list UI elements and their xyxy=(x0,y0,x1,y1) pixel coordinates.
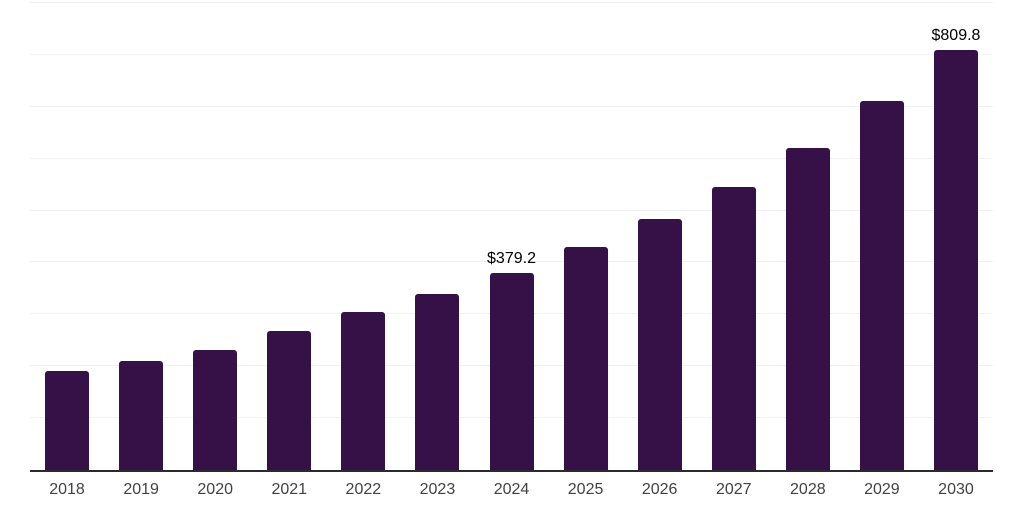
x-axis-label-2018: 2018 xyxy=(49,481,85,498)
bar-slot-2024: $379.2 xyxy=(474,3,548,470)
bar-slot-2018 xyxy=(30,3,104,470)
bar-slot-2023 xyxy=(400,3,474,470)
x-axis-label-2022: 2022 xyxy=(345,481,382,498)
bar-2020 xyxy=(193,349,238,470)
bar-2021 xyxy=(267,330,312,470)
x-axis-label-2027: 2027 xyxy=(715,481,752,498)
gridline-800 xyxy=(30,53,993,55)
bar-2025 xyxy=(563,247,608,470)
bar-slot-2021 xyxy=(252,3,326,470)
bar-2022 xyxy=(341,312,386,470)
bar-slot-2019 xyxy=(104,3,178,470)
bar-2018 xyxy=(45,371,90,470)
x-axis-label-2030: 2030 xyxy=(938,481,974,498)
x-axis-line xyxy=(30,470,993,472)
bar-2030 xyxy=(933,49,978,470)
bar-slot-2022 xyxy=(326,3,400,470)
bar-slot-2030: $809.8 xyxy=(919,3,993,470)
bar-2026 xyxy=(637,219,682,470)
x-axis-labels: 2018 2019 2020 2021 2022 2023 2024 2025 2026 2027… xyxy=(30,481,993,499)
x-axis-label-2019: 2019 xyxy=(123,481,159,498)
x-axis-label-2026: 2026 xyxy=(641,481,678,498)
gridline-900 xyxy=(30,2,993,3)
bar-2027 xyxy=(711,186,756,470)
x-axis-label-2029: 2029 xyxy=(864,481,900,498)
bars-row: $379.2 $809.8 xyxy=(30,3,993,470)
bar-2024 xyxy=(489,273,534,470)
bar-2019 xyxy=(119,360,164,470)
bar-2029 xyxy=(859,101,904,470)
gridline-400 xyxy=(30,261,993,263)
x-axis-label-2025: 2025 xyxy=(567,481,604,498)
gridline-600 xyxy=(30,157,993,159)
x-axis-label-2020: 2020 xyxy=(197,481,233,498)
x-axis-label-2023: 2023 xyxy=(419,481,456,498)
bar-slot-2029 xyxy=(845,3,919,470)
x-axis-label-2028: 2028 xyxy=(790,481,826,498)
bar-slot-2020 xyxy=(178,3,252,470)
bar-2023 xyxy=(415,293,460,470)
bar-slot-2027 xyxy=(697,3,771,470)
gridline-500 xyxy=(30,209,993,211)
gridline-700 xyxy=(30,105,993,107)
bar-slot-2026 xyxy=(623,3,697,470)
bar-slot-2025 xyxy=(549,3,623,470)
bar-value-label-2030: $809.8 xyxy=(931,26,981,44)
x-axis-label-2024: 2024 xyxy=(493,481,530,498)
bar-2028 xyxy=(785,147,830,470)
bar-slot-2028 xyxy=(771,3,845,470)
x-axis-label-2021: 2021 xyxy=(271,481,308,498)
bar-value-label-2024: $379.2 xyxy=(487,250,536,268)
